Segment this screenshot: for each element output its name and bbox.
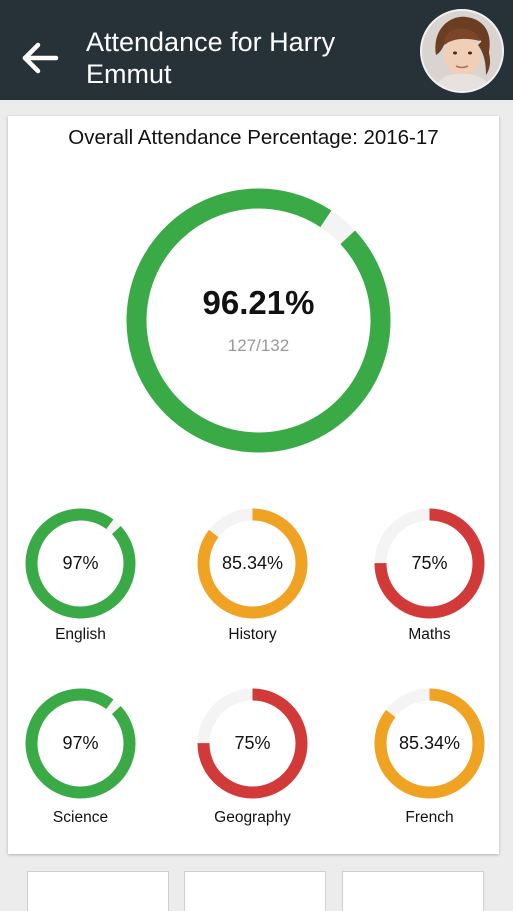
- arrow-left-icon: [22, 42, 59, 74]
- page-title: Attendance for Harry Emmut: [86, 27, 336, 89]
- maths-percent: 75%: [411, 553, 448, 573]
- science-donut-arc: [25, 688, 136, 799]
- maths-label: Maths: [408, 626, 451, 643]
- french-label: French: [405, 809, 454, 826]
- student-avatar: [422, 11, 502, 91]
- french-percent: 85.34%: [398, 733, 461, 753]
- history-label: History: [228, 626, 277, 643]
- avatar[interactable]: [420, 9, 504, 93]
- app-bar: Attendance for Harry Emmut: [0, 0, 513, 100]
- bottom-tile-2[interactable]: [184, 871, 326, 911]
- subject-donut-geography[interactable]: 75%: [195, 686, 310, 801]
- overall-donut-arc: [126, 188, 391, 453]
- english-donut-arc: [25, 508, 136, 619]
- science-percent: 97%: [62, 733, 99, 753]
- back-button[interactable]: [18, 36, 62, 80]
- science-label: Science: [52, 809, 109, 826]
- subject-donut-maths[interactable]: 75%: [372, 506, 487, 621]
- geography-label: Geography: [214, 809, 291, 826]
- english-percent: 97%: [62, 553, 99, 573]
- bottom-tile-3[interactable]: [342, 871, 484, 911]
- geography-percent: 75%: [234, 733, 271, 753]
- overall-count: 127/132: [227, 336, 290, 355]
- overall-title: Overall Attendance Percentage: 2016-17: [68, 126, 439, 149]
- geography-donut-arc: [197, 688, 308, 799]
- subject-donut-science[interactable]: 97%: [23, 686, 138, 801]
- maths-donut-arc: [374, 508, 485, 619]
- overall-percent: 96.21%: [202, 284, 315, 321]
- french-donut-arc: [374, 688, 485, 799]
- overall-donut: 96.21% 127/132: [126, 188, 391, 453]
- history-percent: 85.34%: [221, 553, 284, 573]
- subject-donut-english[interactable]: 97%: [23, 506, 138, 621]
- bottom-tile-1[interactable]: [27, 871, 169, 911]
- english-label: English: [55, 626, 106, 643]
- attendance-card: Overall Attendance Percentage: 2016-17 9…: [8, 116, 499, 854]
- subject-donut-history[interactable]: 85.34%: [195, 506, 310, 621]
- history-donut-arc: [197, 508, 308, 619]
- subject-donut-french[interactable]: 85.34%: [372, 686, 487, 801]
